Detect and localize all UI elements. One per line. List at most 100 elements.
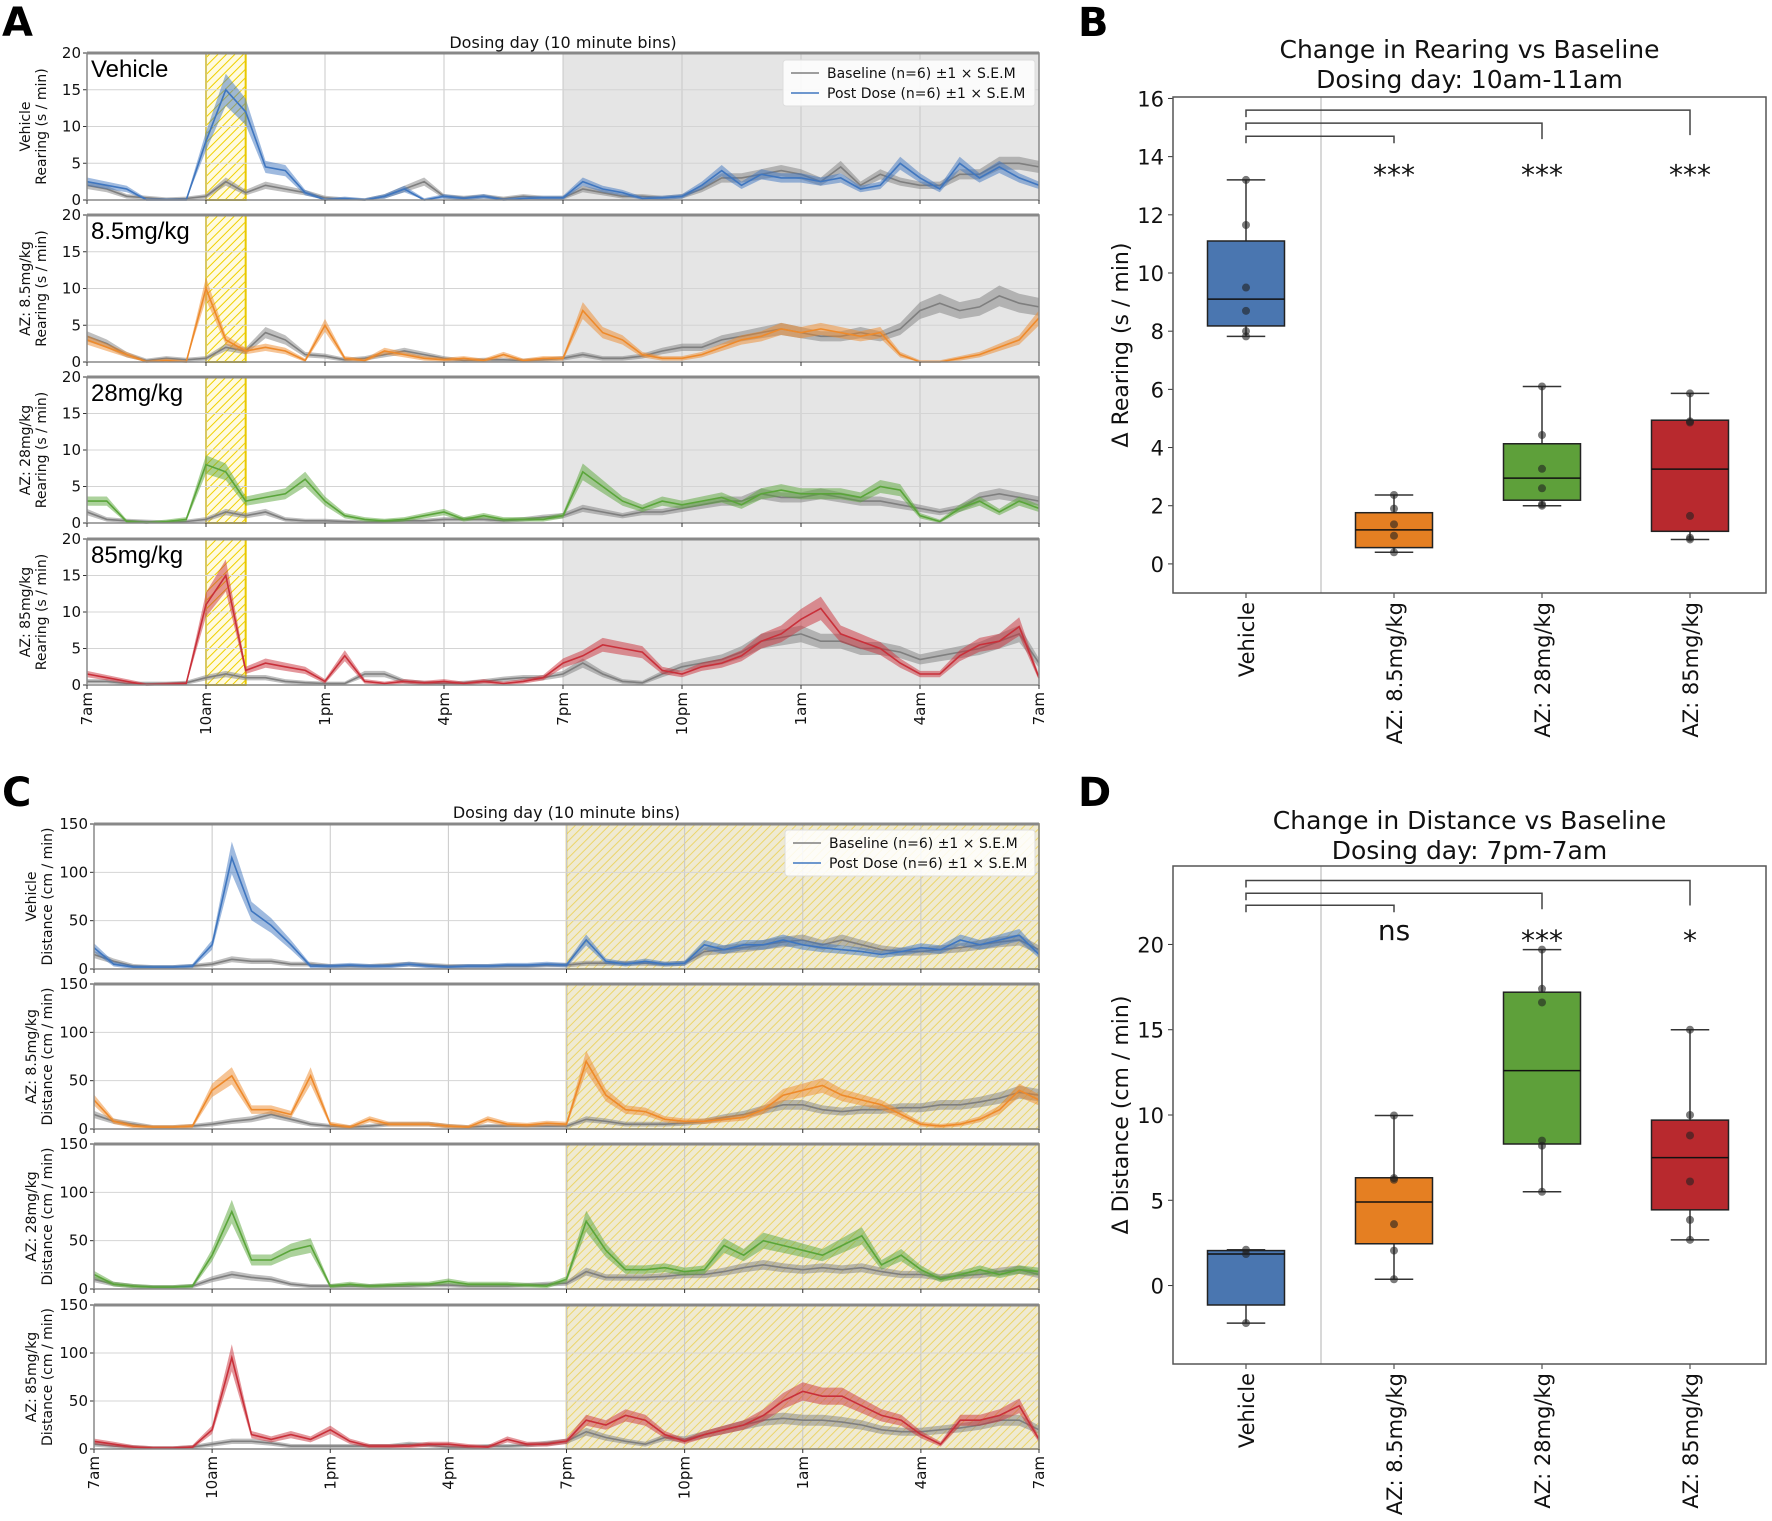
- y-tick-label: 16: [1137, 87, 1164, 111]
- x-tick-label: AZ: 8.5mg/kg: [1383, 602, 1407, 744]
- box-3: AZ: 85mg/kg: [1650, 389, 1730, 738]
- x-tick-label: 1am: [794, 1456, 812, 1489]
- y-axis-label-line2: Rearing (s / min): [34, 392, 50, 508]
- panel-label-a: A: [2, 0, 33, 46]
- data-point: [1390, 531, 1398, 540]
- y-axis-label-line1: AZ: 28mg/kg: [24, 1171, 40, 1261]
- y-tick-label: 0: [78, 1120, 88, 1138]
- y-tick-label: 20: [62, 206, 81, 224]
- y-tick-label: 15: [62, 405, 81, 423]
- significance-bracket: [1245, 109, 1691, 136]
- y-tick-label: 12: [1137, 204, 1164, 228]
- legend-box: [784, 829, 1036, 877]
- y-tick-label: 10: [62, 441, 81, 459]
- y-tick-label: 150: [59, 815, 88, 833]
- y-tick-label: 100: [59, 1344, 88, 1362]
- subplot-2: 0 5 10 15 20 28mg/kg AZ: 28mg/kg Rearing (s / m…: [18, 368, 1040, 532]
- data-point: [1686, 1025, 1694, 1034]
- data-point: [1686, 1177, 1694, 1186]
- data-point: [1390, 1111, 1398, 1120]
- y-tick-label: 10: [62, 603, 81, 621]
- post-dose-line: [86, 285, 1040, 363]
- data-point: [1538, 1141, 1546, 1150]
- data-point: [1390, 1220, 1398, 1229]
- timecourse-title: Dosing day (10 minute bins): [449, 33, 676, 52]
- box-iqr: [1206, 1249, 1286, 1306]
- post-dose-line: [93, 1059, 1040, 1128]
- x-tick-label: AZ: 85mg/kg: [1679, 602, 1703, 738]
- significance-bracket: [1245, 122, 1543, 140]
- subplot-label: 28mg/kg: [91, 380, 183, 407]
- post-dose-line: [93, 854, 1040, 968]
- significance-label: ***: [1521, 924, 1563, 957]
- y-tick-label: 150: [59, 1296, 88, 1314]
- y-tick-label: 4: [1151, 437, 1164, 461]
- y-tick-label: 20: [62, 44, 81, 62]
- y-tick-label: 8: [1151, 320, 1164, 344]
- data-point: [1390, 520, 1398, 529]
- data-point: [1686, 535, 1694, 544]
- y-tick-label: 0: [1151, 1275, 1164, 1299]
- y-axis-label-line1: Vehicle: [18, 101, 34, 151]
- post-dose-line: [87, 463, 1040, 524]
- y-axis-label-line2: Rearing (s / min): [34, 68, 50, 184]
- legend-baseline-label: Baseline (n=6) ±1 × S.E.M: [827, 66, 1016, 82]
- y-tick-label: 100: [59, 1183, 88, 1201]
- y-tick-label: 5: [1151, 1189, 1164, 1213]
- y-tick-label: 50: [69, 1232, 88, 1250]
- data-point: [1538, 484, 1546, 493]
- post-dose-sem-band: [87, 73, 1039, 200]
- boxplot-title-line1: Change in Rearing vs Baseline: [1280, 35, 1660, 64]
- y-tick-label: 15: [62, 567, 81, 585]
- data-point: [1242, 175, 1250, 184]
- subplot-1: 0 5 10 15 20 8.5mg/kg AZ: 8.5mg/kg Rearing (s /…: [18, 206, 1040, 371]
- x-tick-label: 10am: [197, 692, 215, 735]
- data-point: [1686, 1215, 1694, 1224]
- y-tick-label: 20: [62, 530, 81, 548]
- y-tick-label: 0: [78, 960, 88, 978]
- post-dose-line: [86, 573, 1040, 686]
- y-tick-label: 20: [62, 368, 81, 386]
- legend-box: [782, 59, 1036, 107]
- y-axis-label-line1: AZ: 8.5mg/kg: [18, 241, 34, 336]
- significance-label: ns: [1378, 914, 1410, 947]
- baseline-sem-band: [94, 1260, 1039, 1289]
- y-tick-label: 0: [78, 1440, 88, 1458]
- y-axis-label: Δ Rearing (s / min): [1109, 243, 1134, 448]
- data-point: [1242, 221, 1250, 229]
- data-point: [1242, 283, 1250, 292]
- x-tick-label: 4pm: [435, 692, 453, 726]
- panel-c-distance-timecourse: Dosing day (10 minute bins) 0 50 100 150 Vehi…: [24, 803, 1048, 1499]
- y-tick-label: 0: [71, 353, 81, 371]
- y-tick-label: 5: [71, 640, 81, 658]
- boxplot-title-line1: Change in Distance vs Baseline: [1273, 806, 1666, 835]
- y-axis-label: Δ Distance (cm / min): [1109, 996, 1134, 1235]
- y-tick-label: 15: [62, 243, 81, 261]
- y-axis-label-line2: Distance (cm / min): [40, 1148, 56, 1286]
- data-point: [1538, 1187, 1546, 1196]
- data-point: [1686, 1131, 1694, 1140]
- data-point: [1538, 998, 1546, 1007]
- y-tick-label: 2: [1151, 495, 1164, 519]
- x-tick-label: 4am: [911, 692, 929, 725]
- y-axis-label-line2: Rearing (s / min): [34, 230, 50, 346]
- y-tick-label: 14: [1137, 146, 1164, 170]
- box-0: Vehicle: [1206, 175, 1286, 677]
- data-point: [1686, 1235, 1694, 1244]
- subplot-label: 85mg/kg: [91, 542, 183, 569]
- data-point: [1242, 306, 1250, 315]
- y-tick-label: 5: [71, 316, 81, 334]
- data-point: [1390, 1175, 1398, 1184]
- y-tick-label: 150: [59, 1135, 88, 1153]
- box-2: AZ: 28mg/kg: [1502, 382, 1582, 738]
- box-0: Vehicle: [1206, 1245, 1286, 1448]
- box-1: AZ: 8.5mg/kg: [1354, 490, 1434, 744]
- data-point: [1686, 389, 1694, 398]
- subplot-label: 8.5mg/kg: [91, 218, 190, 245]
- y-tick-label: 10: [1137, 262, 1164, 286]
- post-dose-line: [93, 1209, 1040, 1288]
- data-point: [1538, 501, 1546, 510]
- y-tick-label: 10: [62, 118, 81, 136]
- panel-label-d: D: [1078, 770, 1111, 816]
